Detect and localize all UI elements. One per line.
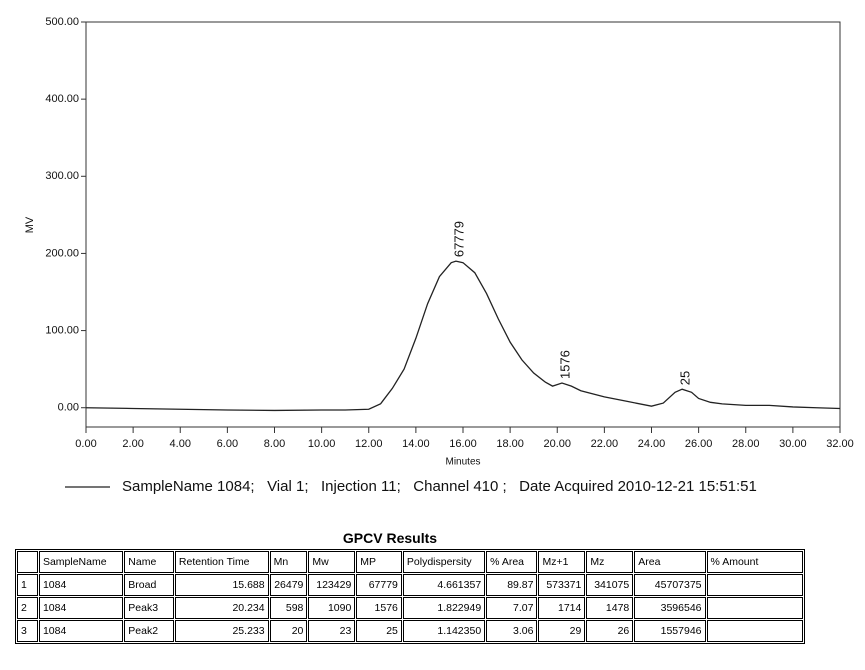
index-header [17, 551, 38, 573]
x-tick-label: 24.00 [638, 438, 666, 450]
y-axis-label: MV [24, 216, 36, 233]
data-row: 2 1084 Peak3 20.234 598 1090 1576 1.822949 7.07 1… [17, 597, 803, 619]
empty-cell [706, 574, 803, 596]
cell: 1.142350 [402, 620, 486, 642]
x-tick-label: 30.00 [779, 438, 807, 450]
cell: 598 [269, 597, 308, 619]
x-tick-label: 0.00 [75, 438, 96, 450]
cell: 1714 [538, 597, 586, 619]
cell: 89.87 [486, 574, 538, 596]
series-line [85, 260, 841, 412]
x-tick-label: 6.00 [217, 438, 238, 450]
x-tick-label: 16.00 [449, 438, 477, 450]
y-tick-label: 400.00 [45, 93, 79, 105]
chart: MV Minutes 0.00 100.00 200.00 300.00 400.00 5… [24, 16, 854, 495]
x-tick-label: 2.00 [122, 438, 143, 450]
table-title: GPCV Results [342, 530, 438, 546]
cell: 1.822949 [402, 597, 486, 619]
header-cell: Retention Time [174, 551, 269, 573]
peak-label: 1576 [557, 350, 572, 379]
cell: 4.661357 [402, 574, 486, 596]
y-tick-label: 100.00 [45, 324, 79, 336]
x-tick-label: 18.00 [496, 438, 524, 450]
x-tick-label: 26.00 [685, 438, 713, 450]
header-row: SampleName Name Retention Time Mn Mw MP Polydi… [17, 551, 803, 573]
x-tick-label: 20.00 [543, 438, 571, 450]
header-cell: Area [634, 551, 706, 573]
header-cell: Mz [586, 551, 634, 573]
peak-label: 67779 [451, 221, 466, 257]
header-cell: Mz+1 [538, 551, 586, 573]
empty-cell [706, 620, 803, 642]
cell: 1 [17, 574, 38, 596]
cell: 3596546 [634, 597, 706, 619]
cell: 20.234 [174, 597, 269, 619]
cell: 123429 [308, 574, 356, 596]
cell: 1084 [38, 597, 124, 619]
empty-cell [706, 597, 803, 619]
y-tick-label: 200.00 [45, 247, 79, 259]
cell: 1478 [586, 597, 634, 619]
cell: 26479 [269, 574, 308, 596]
cell: Peak2 [124, 620, 174, 642]
cell: 26 [586, 620, 634, 642]
cell: 1084 [38, 620, 124, 642]
cell: 15.688 [174, 574, 269, 596]
cell: 45707375 [634, 574, 706, 596]
legend-label: SampleName 1084; Vial 1; Injection 11; C… [122, 478, 757, 495]
header-cell: MP [356, 551, 402, 573]
data-row: 3 1084 Peak2 25.233 20 23 25 1.142350 3.06 29 26 15… [17, 620, 803, 642]
cell: 1090 [308, 597, 356, 619]
y-tick-label: 300.00 [45, 170, 79, 182]
cell: 67779 [356, 574, 402, 596]
header-cell: Mw [308, 551, 356, 573]
x-tick-label: 14.00 [402, 438, 430, 450]
x-tick-label: 12.00 [355, 438, 383, 450]
cell: Broad [124, 574, 174, 596]
results: GPCV Results SampleName Name Retention Tim… [15, 530, 805, 644]
results-table: SampleName Name Retention Time Mn Mw MP Polydi… [15, 549, 805, 644]
x-tick-label: 10.00 [308, 438, 336, 450]
data-row: 1 1084 Broad 15.688 26479 123429 67779 4.661357… [17, 574, 803, 596]
cell: Peak3 [124, 597, 174, 619]
x-tick-label: 4.00 [170, 438, 191, 450]
cell: 25 [356, 620, 402, 642]
header-cell: Mn [269, 551, 308, 573]
header-cell: % Area [486, 551, 538, 573]
cell: 341075 [586, 574, 634, 596]
cell: 1084 [38, 574, 124, 596]
x-tick-label: 8.00 [264, 438, 285, 450]
header-cell: Polydispersity [402, 551, 486, 573]
cell: 3 [17, 620, 38, 642]
cell: 1557946 [634, 620, 706, 642]
y-tick-label: 500.00 [45, 16, 79, 28]
cell: 25.233 [174, 620, 269, 642]
header-cell: Name [124, 551, 174, 573]
x-tick-label: 28.00 [732, 438, 760, 450]
cell: 20 [269, 620, 308, 642]
x-tick-label: 32.00 [826, 438, 854, 450]
header-cell: SampleName [38, 551, 124, 573]
y-tick-label: 0.00 [58, 402, 79, 414]
header-cell: % Amount [706, 551, 803, 573]
cell: 23 [308, 620, 356, 642]
cell: 2 [17, 597, 38, 619]
x-axis-label: Minutes [445, 457, 480, 468]
cell: 573371 [538, 574, 586, 596]
peak-label: 25 [678, 371, 693, 385]
cell: 1576 [356, 597, 402, 619]
cell: 7.07 [486, 597, 538, 619]
cell: 3.06 [486, 620, 538, 642]
x-tick-label: 22.00 [591, 438, 619, 450]
cell: 29 [538, 620, 586, 642]
